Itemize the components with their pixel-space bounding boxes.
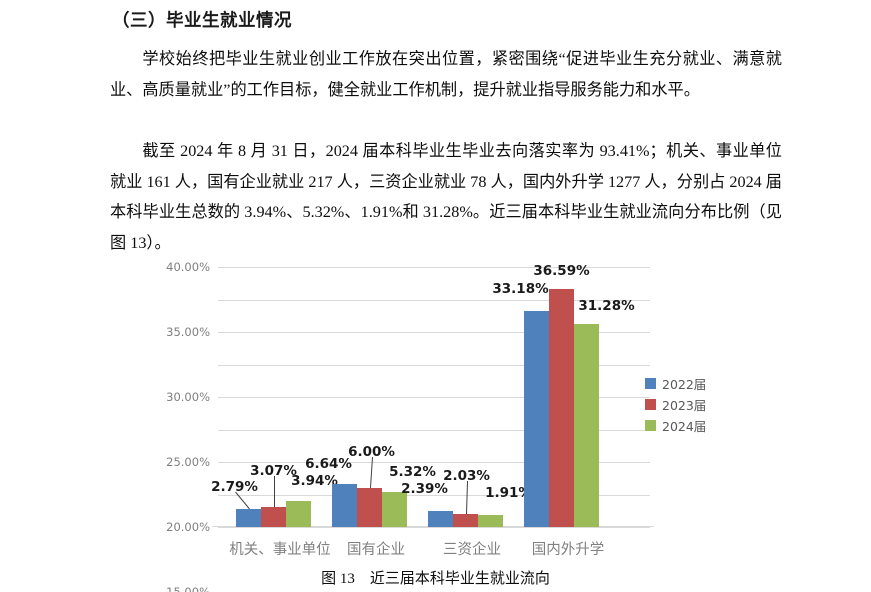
chart-gridline: 0.00% bbox=[218, 527, 650, 528]
chart-legend-label: 2024届 bbox=[662, 419, 707, 434]
chart-gridline: 30.00% bbox=[166, 332, 650, 404]
chart-bar[interactable] bbox=[236, 508, 261, 527]
chart-data-label: 31.28% bbox=[578, 297, 635, 314]
chart-legend-item[interactable]: 2022届 bbox=[645, 373, 706, 394]
chart-bar[interactable] bbox=[382, 492, 407, 527]
chart-x-axis-label: 三资企业 bbox=[443, 542, 501, 558]
chart-bar[interactable] bbox=[524, 311, 549, 527]
chart-data-label: 6.00% bbox=[348, 444, 395, 460]
chart-y-tick-label: 40.00% bbox=[166, 260, 210, 274]
chart-legend-item[interactable]: 2023届 bbox=[645, 394, 706, 415]
chart-legend-item[interactable]: 2024届 bbox=[645, 415, 706, 436]
chart-bars bbox=[524, 267, 600, 527]
chart-gridline: 25.00% bbox=[166, 364, 650, 469]
chart-y-tick-label: 30.00% bbox=[166, 390, 210, 404]
chart-bar[interactable] bbox=[453, 513, 478, 527]
chart-legend-swatch bbox=[645, 399, 656, 410]
chart-gridline: 35.00% bbox=[166, 299, 650, 339]
paragraph-intro-text: 学校始终把毕业生就业创业工作放在突出位置，紧密围绕“促进毕业生充分就业、满意就业… bbox=[110, 50, 782, 99]
chart-y-tick-label: 25.00% bbox=[166, 455, 210, 469]
chart-bar[interactable] bbox=[357, 488, 382, 527]
chart-data-label: 1.91% bbox=[485, 484, 532, 501]
chart-data-label: 5.32% bbox=[389, 464, 436, 481]
chart-gridline: 10.00% bbox=[218, 462, 650, 463]
chart-bar-group: 33.18% 36.59% 31.28% 国内外升学 bbox=[492, 263, 634, 558]
chart-data-label: 2.03% bbox=[443, 467, 490, 484]
chart-y-tick-label: 35.00% bbox=[166, 325, 210, 339]
section-heading: （三）毕业生就业情况 bbox=[112, 11, 292, 31]
chart-gridline: 20.00% bbox=[166, 397, 650, 534]
chart-bar[interactable] bbox=[261, 507, 286, 527]
chart-label-leader-line bbox=[273, 476, 275, 508]
chart-legend-swatch bbox=[645, 420, 656, 431]
chart-bars bbox=[236, 267, 312, 527]
chart-y-tick-label: 15.00% bbox=[166, 585, 210, 592]
chart-x-axis-label: 国内外升学 bbox=[531, 542, 605, 558]
chart-gridline: 5.00% bbox=[218, 494, 650, 496]
chart-bar[interactable] bbox=[549, 289, 574, 527]
chart-legend: 2022届 2023届 2024届 bbox=[645, 373, 706, 436]
chart-legend-swatch bbox=[645, 378, 656, 389]
chart-data-label: 36.59% bbox=[533, 263, 590, 280]
chart-bar-group: 6.64% 6.00% 5.32% 国有企业 bbox=[305, 267, 436, 558]
chart-bars bbox=[332, 267, 408, 527]
chart-y-tick-label: 20.00% bbox=[166, 520, 210, 534]
chart-x-axis-label: 机关、事业单位 bbox=[229, 542, 331, 558]
chart-bar[interactable] bbox=[478, 514, 503, 527]
chart-bar[interactable] bbox=[286, 501, 311, 527]
chart-bar-group: 2.79% 3.07% 3.94% 机关、事业单位 bbox=[211, 267, 338, 558]
chart-x-axis-label: 国有企业 bbox=[347, 542, 405, 558]
chart-data-label: 33.18% bbox=[492, 281, 549, 298]
chart-gridline: 15.00% bbox=[166, 429, 650, 592]
chart-bar[interactable] bbox=[428, 511, 453, 527]
chart-data-label: 6.64% bbox=[305, 455, 352, 472]
chart-bars bbox=[428, 267, 504, 527]
chart-bar[interactable] bbox=[332, 483, 357, 527]
chart-plot-area: 0.00% 5.00% 10.00% 15.00% 20.00% 25.00% 30.00%… bbox=[166, 260, 654, 592]
figure-caption: 图 13 近三届本科毕业生就业流向 bbox=[321, 571, 550, 587]
paragraph-statistics: 截至 2024 年 8 月 31 日，2024 届本科毕业生毕业去向落实率为 9… bbox=[110, 136, 782, 258]
chart-bar[interactable] bbox=[574, 323, 599, 527]
chart-data-label: 3.94% bbox=[291, 473, 338, 490]
paragraph-statistics-text: 截至 2024 年 8 月 31 日，2024 届本科毕业生毕业去向落实率为 9… bbox=[110, 142, 782, 252]
employment-flow-bar-chart: 0.00% 5.00% 10.00% 15.00% 20.00% 25.00% 30.00%… bbox=[150, 255, 750, 592]
chart-data-label: 3.07% bbox=[250, 463, 297, 480]
chart-bar-group: 2.39% 2.03% 1.91% 三资企业 bbox=[401, 267, 532, 558]
chart-data-label: 2.39% bbox=[401, 481, 448, 498]
chart-legend-label: 2022届 bbox=[662, 377, 707, 392]
chart-gridline: 40.00% bbox=[166, 260, 650, 274]
chart-legend-label: 2023届 bbox=[662, 398, 707, 413]
chart-data-label: 2.79% bbox=[211, 478, 258, 495]
paragraph-intro: 学校始终把毕业生就业创业工作放在突出位置，紧密围绕“促进毕业生充分就业、满意就业… bbox=[110, 44, 782, 105]
